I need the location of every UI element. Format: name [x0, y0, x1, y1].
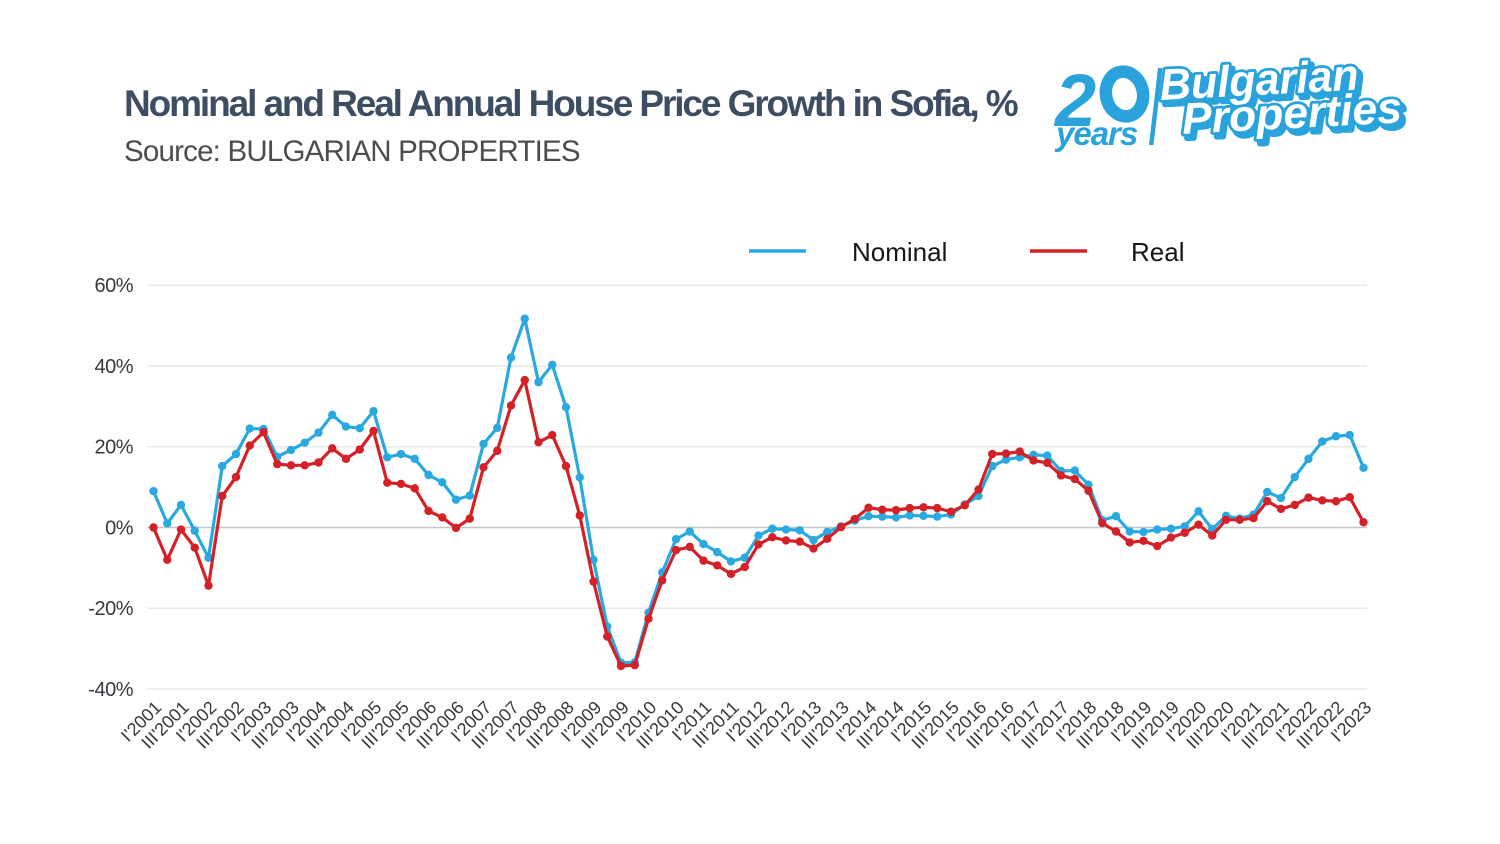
- svg-text:-20%: -20%: [88, 598, 133, 620]
- svg-text:60%: 60%: [94, 275, 133, 297]
- svg-text:Nominal: Nominal: [852, 237, 947, 267]
- svg-text:0%: 0%: [105, 517, 134, 539]
- svg-text:40%: 40%: [94, 356, 133, 378]
- svg-text:Bulgarian: Bulgarian: [1158, 51, 1359, 110]
- svg-text:2: 2: [1053, 59, 1096, 142]
- svg-text:Properties: Properties: [1181, 83, 1403, 143]
- svg-text:Bulgarian: Bulgarian: [1162, 55, 1363, 114]
- svg-text:-40%: -40%: [88, 679, 133, 701]
- svg-text:Real: Real: [1131, 237, 1184, 267]
- svg-text:20%: 20%: [94, 437, 133, 459]
